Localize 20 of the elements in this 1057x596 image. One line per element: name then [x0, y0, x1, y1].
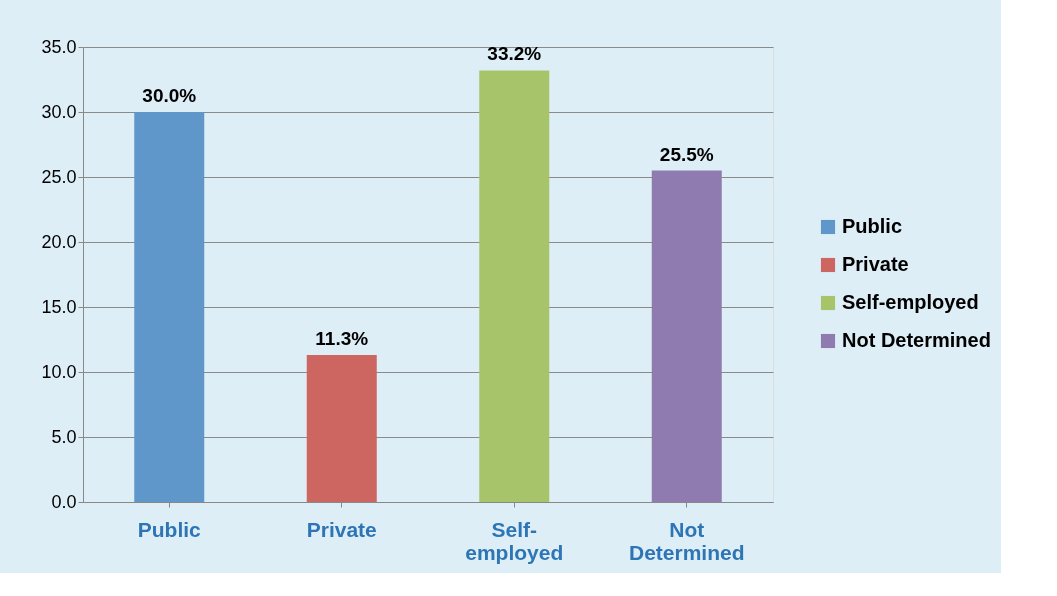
data-label: 25.5%: [659, 143, 714, 165]
data-label: 33.2%: [487, 43, 542, 65]
x-tick-label: Private: [306, 517, 377, 541]
y-tick-label: 0.0: [51, 491, 77, 512]
y-tick-label: 35.0: [41, 36, 77, 57]
legend-label: Self-employed: [842, 291, 979, 313]
legend-label: Public: [842, 215, 903, 237]
y-tick-label: 5.0: [51, 426, 77, 447]
legend-label: Private: [842, 253, 909, 275]
y-tick-label: 25.0: [41, 166, 77, 187]
x-tick-label: Public: [137, 517, 202, 541]
y-tick-label: 30.0: [41, 101, 77, 122]
x-tick-label: Self-employed: [465, 517, 564, 564]
data-label: 11.3%: [315, 328, 369, 350]
y-tick-label: 15.0: [41, 296, 77, 317]
data-label: 30.0%: [142, 85, 197, 106]
x-tick-label: Not Determined: [628, 517, 745, 564]
legend-label: Not Determined: [842, 329, 991, 351]
y-tick-label: 10.0: [41, 361, 77, 382]
y-tick-label: 20.0: [41, 231, 77, 252]
